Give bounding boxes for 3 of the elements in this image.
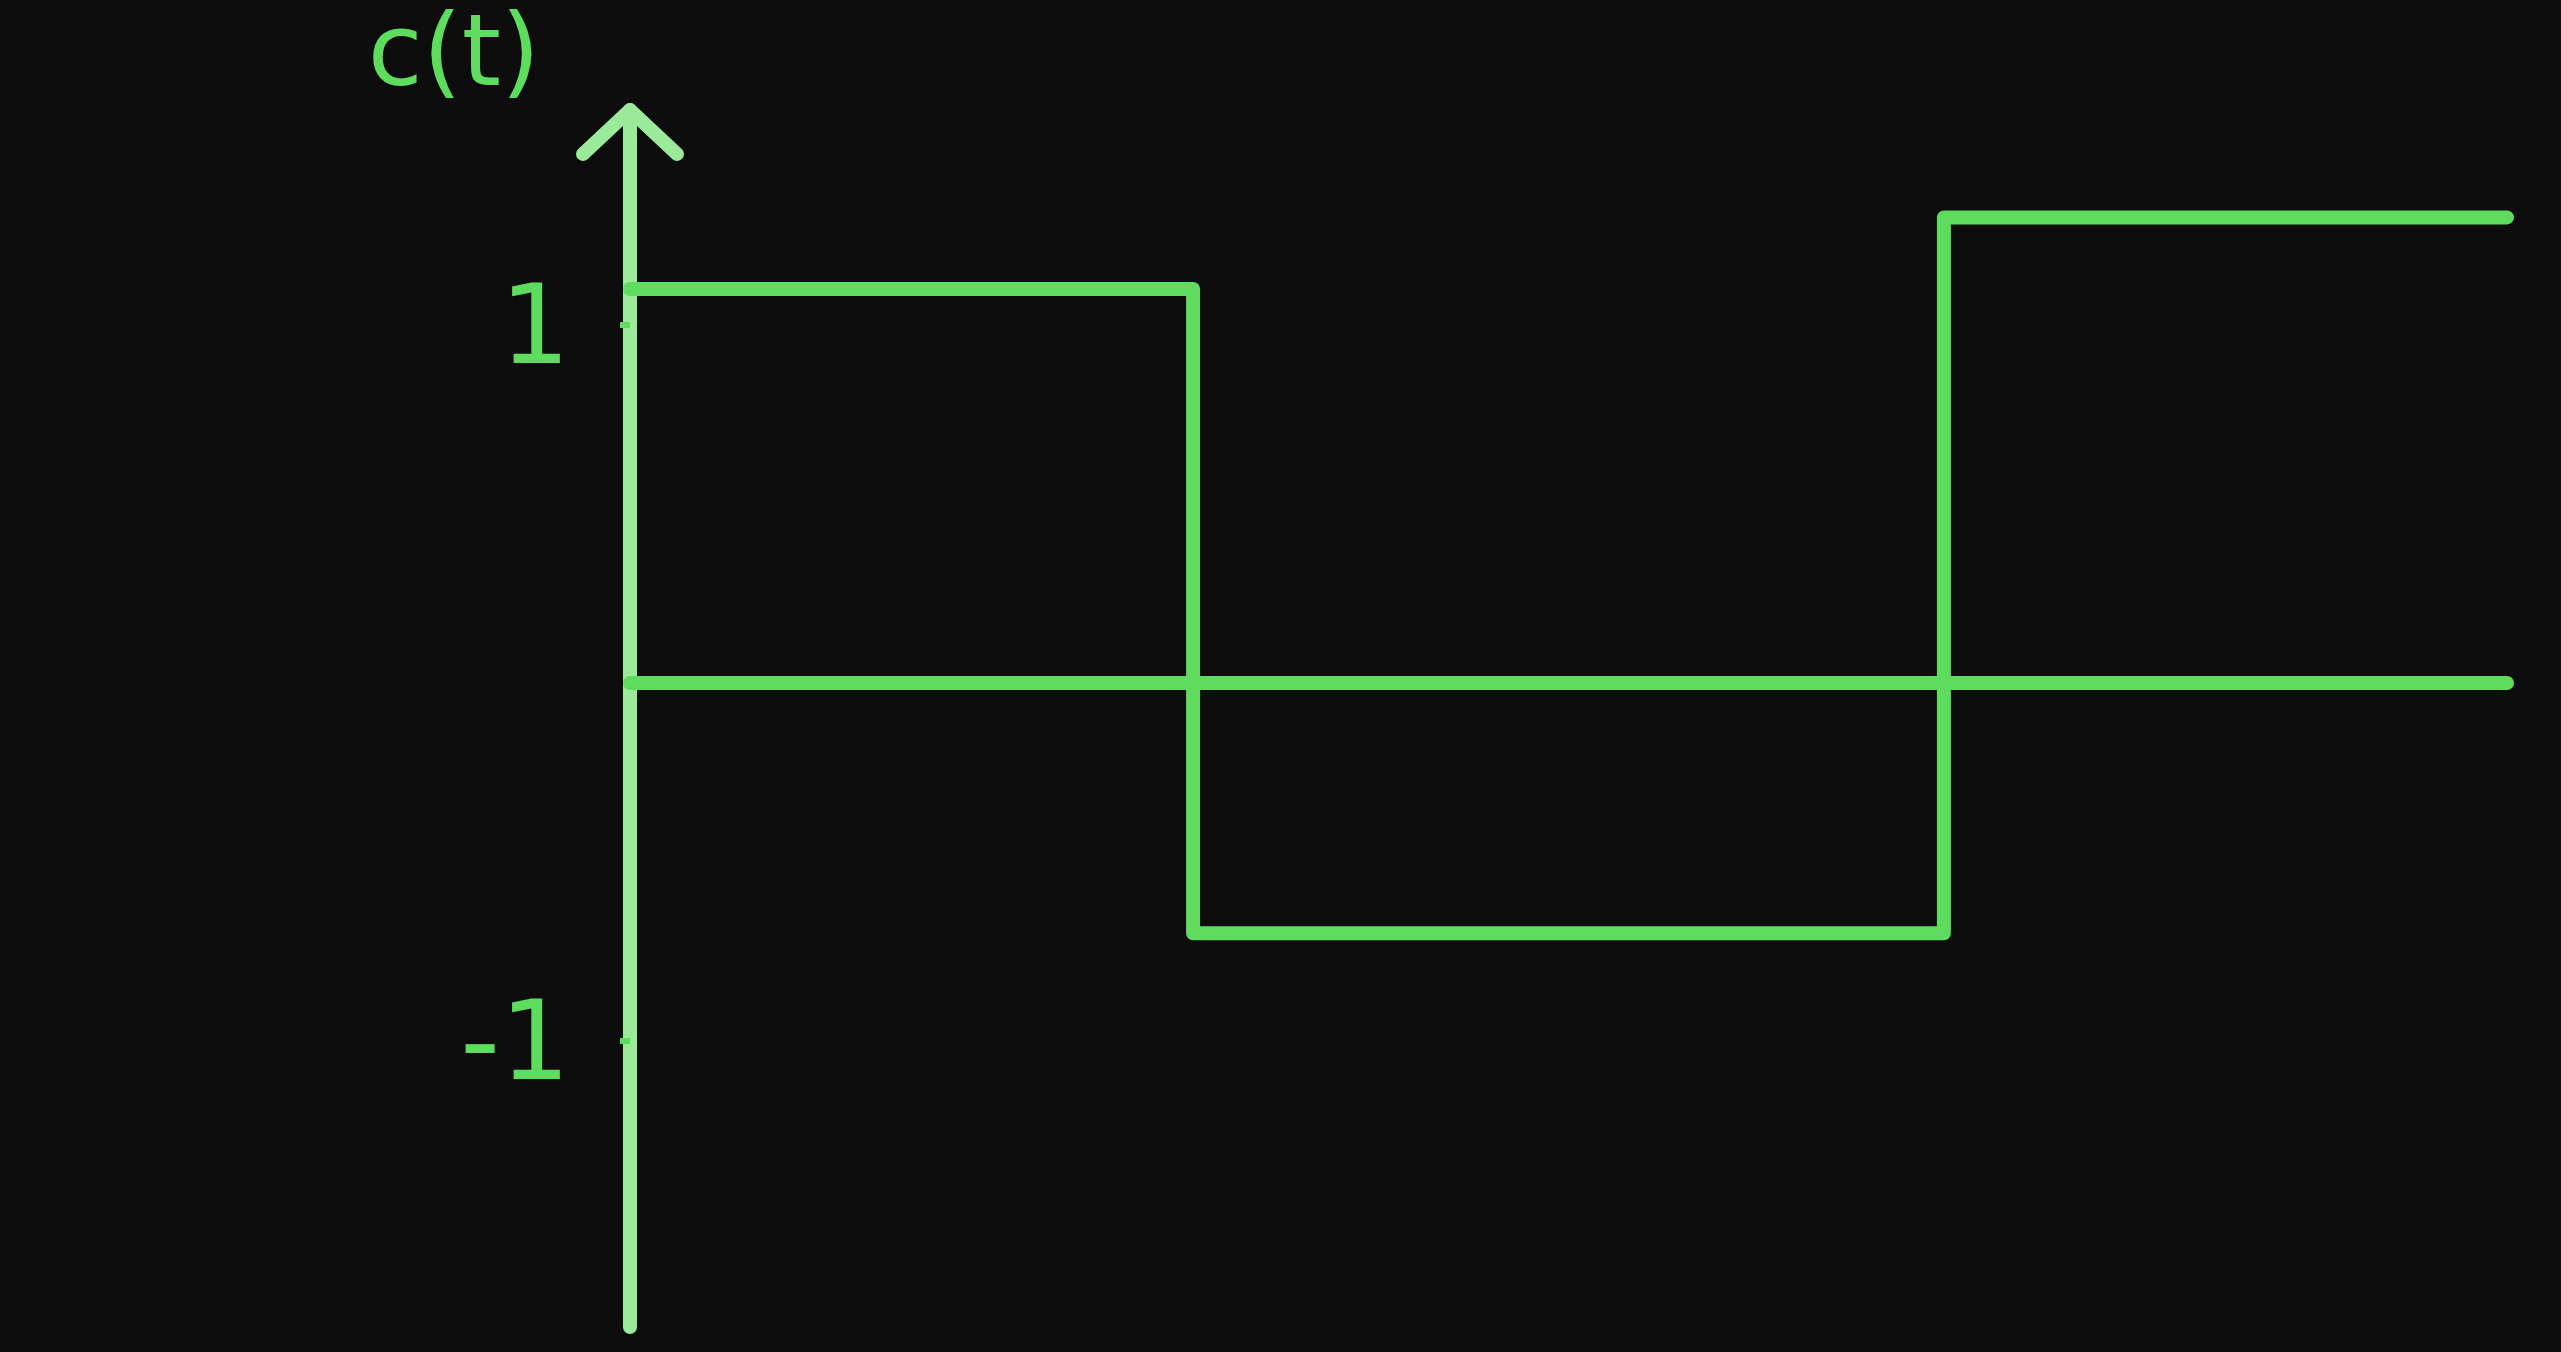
y-tick-label: 1 (500, 260, 570, 389)
y-tick-label: -1 (460, 976, 570, 1105)
y-axis-title: c(t) (367, 0, 540, 109)
